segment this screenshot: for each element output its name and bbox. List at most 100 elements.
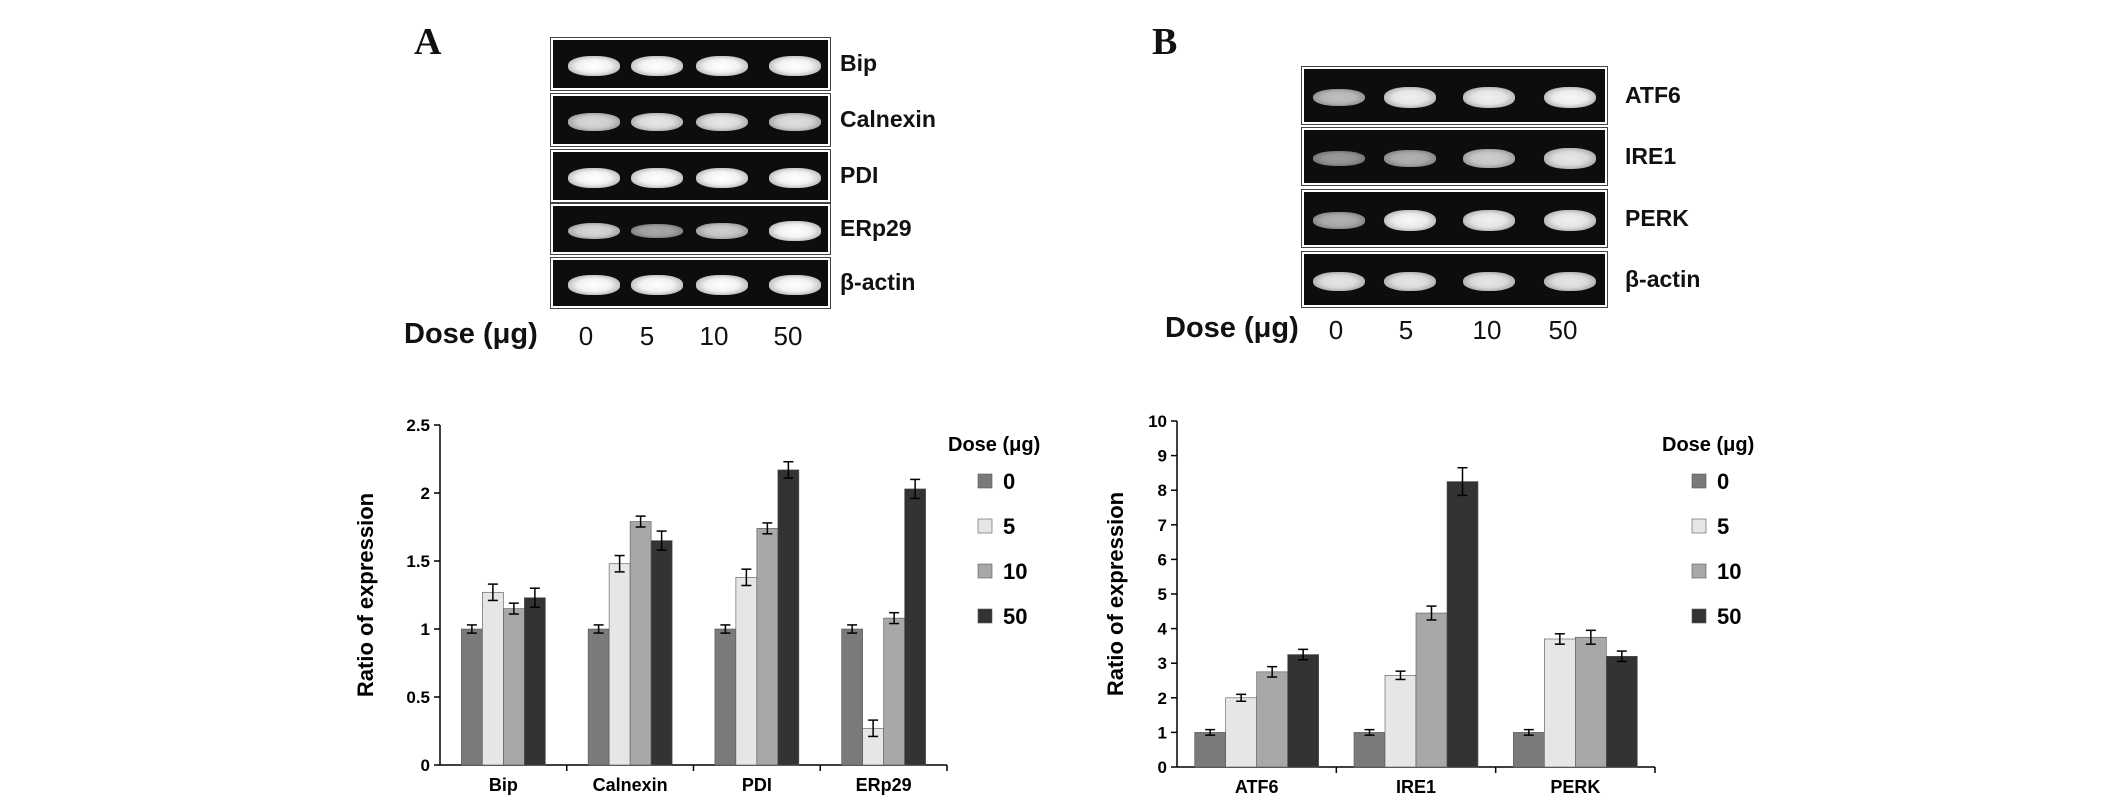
chart-a-bar [524,597,546,766]
gel-strip [550,257,831,309]
gel-band [1463,210,1515,231]
chart-b-bar [1544,638,1576,768]
gel-band [568,56,620,76]
gel-band [631,224,683,238]
gel-band [769,168,821,188]
gel-band [568,275,620,295]
gel-strip [1301,127,1608,186]
gel-row-label: Calnexin [840,106,936,132]
gel-a-dose-10: 10 [699,321,729,351]
chart-b-y-tick-label: 1 [1158,723,1167,742]
chart-a-y-tick-label: 1 [421,620,430,639]
chart-b-legend-label: 5 [1717,514,1729,539]
chart-a-legend-swatch [977,563,993,579]
chart-a-bar [714,628,737,766]
chart-b-x-tick-label: IRE1 [1396,777,1436,797]
gel-band [1544,148,1596,169]
chart-a-bar [883,617,905,766]
chart-a-x-tick-label: Bip [489,775,518,795]
gel-band [631,56,683,76]
gel-strip [550,93,831,147]
gel-band [696,56,748,76]
gel-a-dose-0: 0 [578,321,594,351]
chart-b-bar [1575,636,1607,768]
chart-b-bar [1415,612,1448,768]
chart-b-bar [1256,671,1288,768]
chart-b-y-tick-label: 3 [1158,654,1167,673]
chart-a-legend-swatch [977,608,993,624]
chart-a-bar [756,528,779,766]
chart-b-legend-title: Dose (μg) [1662,434,1754,456]
chart-a-bar [777,469,800,766]
gel-band [1313,212,1365,229]
chart-b-bar [1606,655,1638,768]
chart-a-legend-title: Dose (μg) [948,434,1040,456]
gel-band [568,113,620,131]
gel-a-dose-5: 5 [639,321,655,351]
chart-b-legend-label: 10 [1717,559,1741,584]
panel-letter-b: B [1152,21,1178,63]
gel-b-dose-50: 50 [1548,315,1578,345]
chart-b-bar [1513,732,1545,768]
chart-b-legend-label: 0 [1717,469,1729,494]
gel-band [1544,86,1596,109]
gel-row-label: β-actin [840,269,916,295]
gel-strip [550,203,831,255]
chart-a-legend-label: 5 [1003,514,1015,539]
chart-b-bar [1446,481,1479,768]
chart-b-bar [1225,697,1257,768]
chart-a-bar [904,488,926,766]
gel-band [1544,210,1596,231]
gel-b-dose-5: 5 [1398,315,1414,345]
panel-letter-a: A [414,21,442,63]
gel-band [769,221,821,241]
gel-row-label: ERp29 [840,215,912,241]
gel-band [631,168,683,188]
gel-band [1313,88,1365,107]
gel-band [631,112,683,132]
chart-b-y-tick-label: 6 [1158,550,1167,569]
gel-band [1384,209,1436,232]
chart-a-y-tick-label: 2 [421,484,430,503]
chart-a-bar [608,563,631,766]
gel-a-dose-label: Dose (μg) [404,318,538,350]
gel-row-label: IRE1 [1625,142,1677,169]
gel-band [696,168,748,188]
chart-b-bar [1194,732,1226,768]
gel-strip [1301,66,1608,125]
chart-b-legend-swatch [1691,518,1707,534]
chart-a-x-tick-label: Calnexin [593,775,668,795]
chart-b-legend-swatch [1691,608,1707,624]
chart-a-x-tick-label: PDI [742,775,772,795]
chart-b-group: 0 1 2 3 4 5 6 7 8 9 10 Ratio of expression ATF6 IRE1 P… [1103,412,1754,797]
gel-band [1313,151,1365,166]
chart-a-y-tick-label: 0 [421,756,430,775]
chart-a-x-tick-label: ERp29 [856,775,912,795]
gel-band [1384,87,1436,108]
chart-b-bar [1384,675,1417,768]
chart-b-y-tick-label: 8 [1158,481,1167,500]
chart-a-bar [735,577,758,766]
chart-b-legend-swatch [1691,473,1707,489]
gel-band [1463,87,1515,108]
gel-band [769,56,821,76]
gel-strip [1301,251,1608,308]
chart-a-legend-label: 0 [1003,469,1015,494]
gel-band [696,222,748,240]
chart-a-bar [650,540,673,766]
gel-b-dose-0: 0 [1328,315,1344,345]
chart-a-bar [587,628,610,766]
chart-a-y-tick-label: 2.5 [406,416,430,435]
chart-a-bar [841,628,863,766]
chart-a-legend-swatch [977,473,993,489]
chart-b-y-tick-label: 9 [1158,447,1167,466]
gel-band [696,112,748,132]
gel-band [568,222,620,240]
chart-a-bar [503,608,525,766]
chart-a-y-tick-label: 0.5 [406,688,430,707]
gel-row-label: PDI [840,162,879,188]
chart-b-legend-label: 50 [1717,604,1741,629]
chart-a-group: 0 0.5 1 1.5 2 2.5 Ratio of expression Bip Calnex… [353,416,1040,795]
gel-band [1544,271,1596,292]
